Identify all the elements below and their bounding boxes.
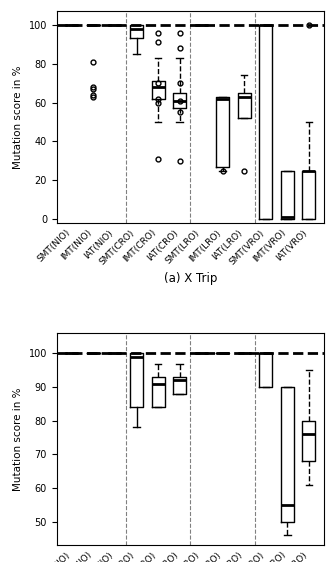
Y-axis label: Mutation score in %: Mutation score in % [13, 387, 23, 491]
X-axis label: (a) X Trip: (a) X Trip [164, 272, 217, 285]
Y-axis label: Mutation score in %: Mutation score in % [13, 65, 23, 169]
